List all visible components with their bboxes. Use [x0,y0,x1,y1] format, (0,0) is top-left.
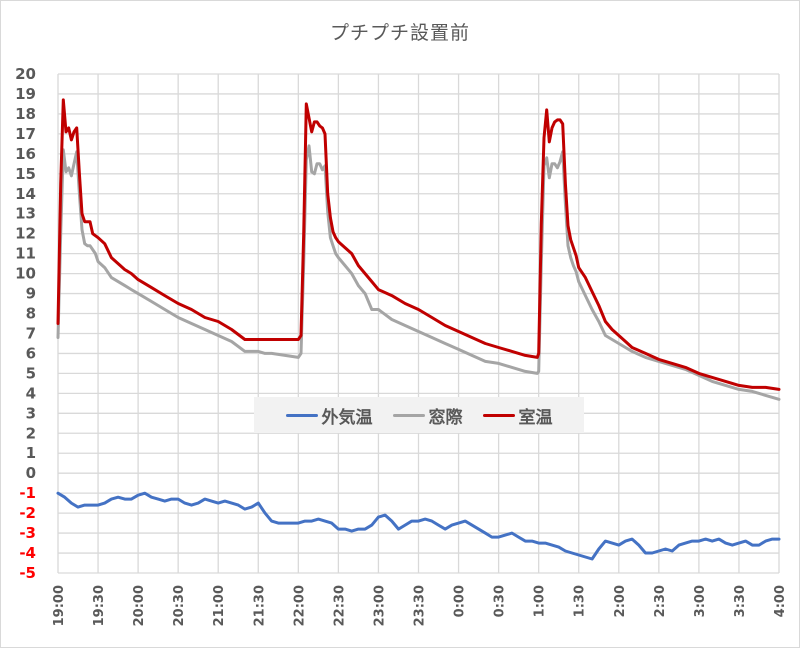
y-tick-label: 1 [26,444,36,462]
x-tick-label: 21:30 [252,585,267,626]
x-tick-label: 22:00 [292,585,307,626]
y-axis-ticks: 20191817161514131211109876543210-1-2-3-4… [15,65,36,582]
x-tick-label: 2:30 [653,585,668,617]
y-tick-label: 6 [26,344,36,362]
y-tick-label: 9 [26,285,36,303]
legend-label-room: 室温 [518,407,553,428]
y-tick-label: 10 [15,265,36,283]
x-tick-label: 20:30 [172,585,187,626]
legend-item-room: 室温 [482,403,553,428]
series-line-2 [56,98,781,391]
y-tick-label: 17 [15,125,36,143]
series-line-1 [56,144,781,401]
x-tick-label: 19:30 [92,585,107,626]
x-axis-ticks: 19:00 19:30 20:00 20:30 21:00 21:30 22:00 22:30… [52,585,788,626]
y-tick-label: -5 [19,564,36,582]
y-tick-label: -1 [19,484,36,502]
legend-item-outdoor: 外気温 [285,403,373,428]
x-tick-label: 20:00 [132,585,147,626]
x-tick-label: 2:00 [613,585,628,617]
y-tick-label: 13 [15,205,36,223]
y-tick-label: 18 [15,105,36,123]
y-tick-label: 2 [26,424,36,442]
x-tick-label: 4:00 [773,585,788,617]
legend-swatch-room [482,413,515,417]
y-tick-label: 5 [26,364,36,382]
y-tick-label: 15 [15,165,36,183]
x-tick-label: 21:00 [212,585,227,626]
gridlines [57,73,780,574]
legend: 外気温 窓際 室温 [254,397,584,433]
y-tick-label: 19 [15,85,36,103]
x-tick-label: 1:30 [573,585,588,617]
y-tick-label: 7 [26,324,36,342]
y-tick-label: 0 [26,464,36,482]
y-tick-label: 12 [15,225,36,243]
y-tick-label: -4 [19,544,36,562]
legend-item-window: 窓際 [392,403,463,428]
x-tick-label: 3:30 [733,585,748,617]
series-lines [56,98,781,561]
x-tick-label: 22:30 [332,585,347,626]
x-tick-label: 23:30 [413,585,428,626]
y-tick-label: 8 [26,305,36,323]
y-tick-label: 11 [15,245,36,263]
y-tick-label: -2 [19,504,36,522]
y-tick-label: 20 [15,65,36,83]
x-tick-label: 1:00 [533,585,548,617]
legend-label-window: 窓際 [428,407,463,428]
x-tick-label: 0:00 [453,585,468,617]
y-tick-label: 4 [26,384,36,402]
x-tick-label: 23:00 [372,585,387,626]
y-tick-label: 14 [15,185,36,203]
y-tick-label: 3 [26,404,36,422]
x-tick-label: 19:00 [52,585,67,626]
x-tick-label: 3:00 [693,585,708,617]
y-tick-label: -3 [19,524,36,542]
legend-label-outdoor: 外気温 [321,407,373,428]
chart-title: プチプチ設置前 [329,22,470,44]
legend-swatch-window [392,413,425,417]
y-tick-label: 16 [15,145,36,163]
legend-swatch-outdoor [285,413,318,417]
x-tick-label: 0:30 [493,585,508,617]
series-line-0 [56,491,781,561]
